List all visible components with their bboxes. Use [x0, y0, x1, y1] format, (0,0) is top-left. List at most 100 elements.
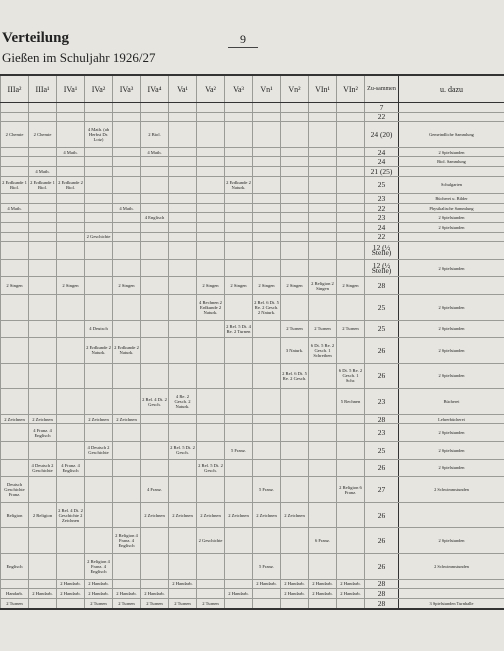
table-row: 2 Zeichnen 2 Zeichnen 2 Zeichnen 2 Zeichnen… — [0, 413, 504, 425]
extra-cell — [398, 578, 504, 590]
extra-cell: 3 Spielstunden Turnhalle — [398, 597, 504, 610]
cell — [140, 258, 169, 278]
cell — [308, 121, 337, 148]
cell: 2 Zeichnen — [280, 501, 309, 529]
cell — [168, 175, 197, 195]
table-row: 4 Deutsch 2 Geschichte 4 Franz. 4 Englisc… — [0, 458, 504, 478]
table-row: 4 Franz. 4 Englisch 23 2 Spielstunden — [0, 423, 504, 443]
cell — [196, 102, 225, 113]
cell — [336, 175, 365, 195]
cell: 2 Zeichnen — [196, 501, 225, 529]
cell — [84, 501, 113, 529]
cell — [224, 553, 253, 580]
cell — [112, 441, 141, 460]
cell: 4 Deutsch 2 Geschichte — [28, 458, 57, 478]
table-row: 7 — [0, 102, 504, 113]
cell — [280, 597, 309, 610]
cell — [84, 175, 113, 195]
cell — [84, 102, 113, 113]
table-row: 2 Rel. 4 Dt. 2 Gesch. 4 Re. 2 Gesch. 2 Na… — [0, 388, 504, 415]
total-cell: 24 — [364, 221, 399, 233]
cell: 3 Naturk. — [280, 337, 309, 364]
cell — [252, 337, 281, 364]
column-header: IIIa² — [0, 74, 29, 103]
total-cell: 26 — [364, 362, 399, 390]
total-cell: 21 (25) — [364, 165, 399, 177]
cell: 4 Math. (ab Herbst Dr. Lotz) — [84, 121, 113, 148]
cell: 2 Zeichnen — [0, 413, 29, 425]
cell — [252, 175, 281, 195]
cell — [336, 165, 365, 177]
total-cell: 25 — [364, 175, 399, 195]
cell — [112, 458, 141, 478]
cell — [28, 527, 57, 555]
total-cell: 27 — [364, 476, 399, 503]
cell: 4 Math. — [140, 146, 169, 158]
cell — [140, 413, 169, 425]
cell — [224, 527, 253, 555]
cell — [308, 146, 337, 158]
cell — [112, 553, 141, 580]
cell: 2 Turnen — [84, 597, 113, 610]
cell — [168, 423, 197, 443]
cell — [28, 231, 57, 243]
cell — [140, 293, 169, 321]
cell — [280, 231, 309, 243]
cell: 4 Re. 2 Gesch. 2 Naturk. — [168, 388, 197, 415]
cell — [112, 501, 141, 529]
cell — [308, 165, 337, 177]
cell — [280, 165, 309, 177]
cell — [0, 193, 29, 204]
extra-cell: Bücherei u. Bilder — [398, 193, 504, 204]
cell — [112, 165, 141, 177]
total-cell: 28 — [364, 413, 399, 425]
cell — [280, 102, 309, 113]
extra-cell: 2 Spielstunden — [398, 337, 504, 364]
cell — [252, 231, 281, 243]
cell — [196, 241, 225, 260]
total-cell: 26 — [364, 501, 399, 529]
cell: 2 Turnen — [336, 319, 365, 339]
cell — [336, 156, 365, 167]
extra-cell: 2 Spielstunden — [398, 293, 504, 321]
cell: 2 Chemie — [0, 121, 29, 148]
cell: 6 Franz. — [308, 527, 337, 555]
cell — [280, 527, 309, 555]
cell — [308, 175, 337, 195]
cell — [112, 241, 141, 260]
cell — [112, 362, 141, 390]
cell — [280, 193, 309, 204]
cell — [56, 241, 85, 260]
total-cell: 24 — [364, 156, 399, 167]
extra-cell: 2 Spielstunden — [398, 212, 504, 223]
cell — [140, 175, 169, 195]
cell — [56, 476, 85, 503]
cell — [56, 293, 85, 321]
cell: 2 Handarb. — [56, 588, 85, 599]
cell: 2 Rel. 5 Dt. 2 Gesch. — [196, 458, 225, 478]
cell — [140, 231, 169, 243]
cell — [196, 476, 225, 503]
cell — [196, 121, 225, 148]
cell — [168, 165, 197, 177]
column-header: Va² — [196, 74, 225, 103]
cell: 2 Religion 4 Franz. 4 Englisch — [112, 527, 141, 555]
cell — [0, 258, 29, 278]
cell — [0, 102, 29, 113]
cell — [336, 193, 365, 204]
cell: 2 Singen — [56, 276, 85, 295]
cell — [140, 241, 169, 260]
cell — [196, 362, 225, 390]
cell: 2 Turnen — [168, 597, 197, 610]
cell — [56, 362, 85, 390]
cell — [336, 527, 365, 555]
table-row: Handarb. 2 Handarb. 2 Handarb. 2 Handarb. 2 … — [0, 588, 504, 599]
cell — [28, 293, 57, 321]
table-row: 4 Deutsch 2 Geschichte 2 Rel. 5 Dt. 2 Ges… — [0, 441, 504, 460]
cell — [308, 423, 337, 443]
cell — [84, 212, 113, 223]
extra-cell: 2 Spielstunden — [398, 258, 504, 278]
extra-cell — [398, 241, 504, 260]
header-row: IIIa² IIIa¹ IVa¹ IVa² IVa³ IVa⁴ Va¹ Va² Va³ Vn¹ Vn… — [0, 74, 504, 103]
cell — [308, 156, 337, 167]
